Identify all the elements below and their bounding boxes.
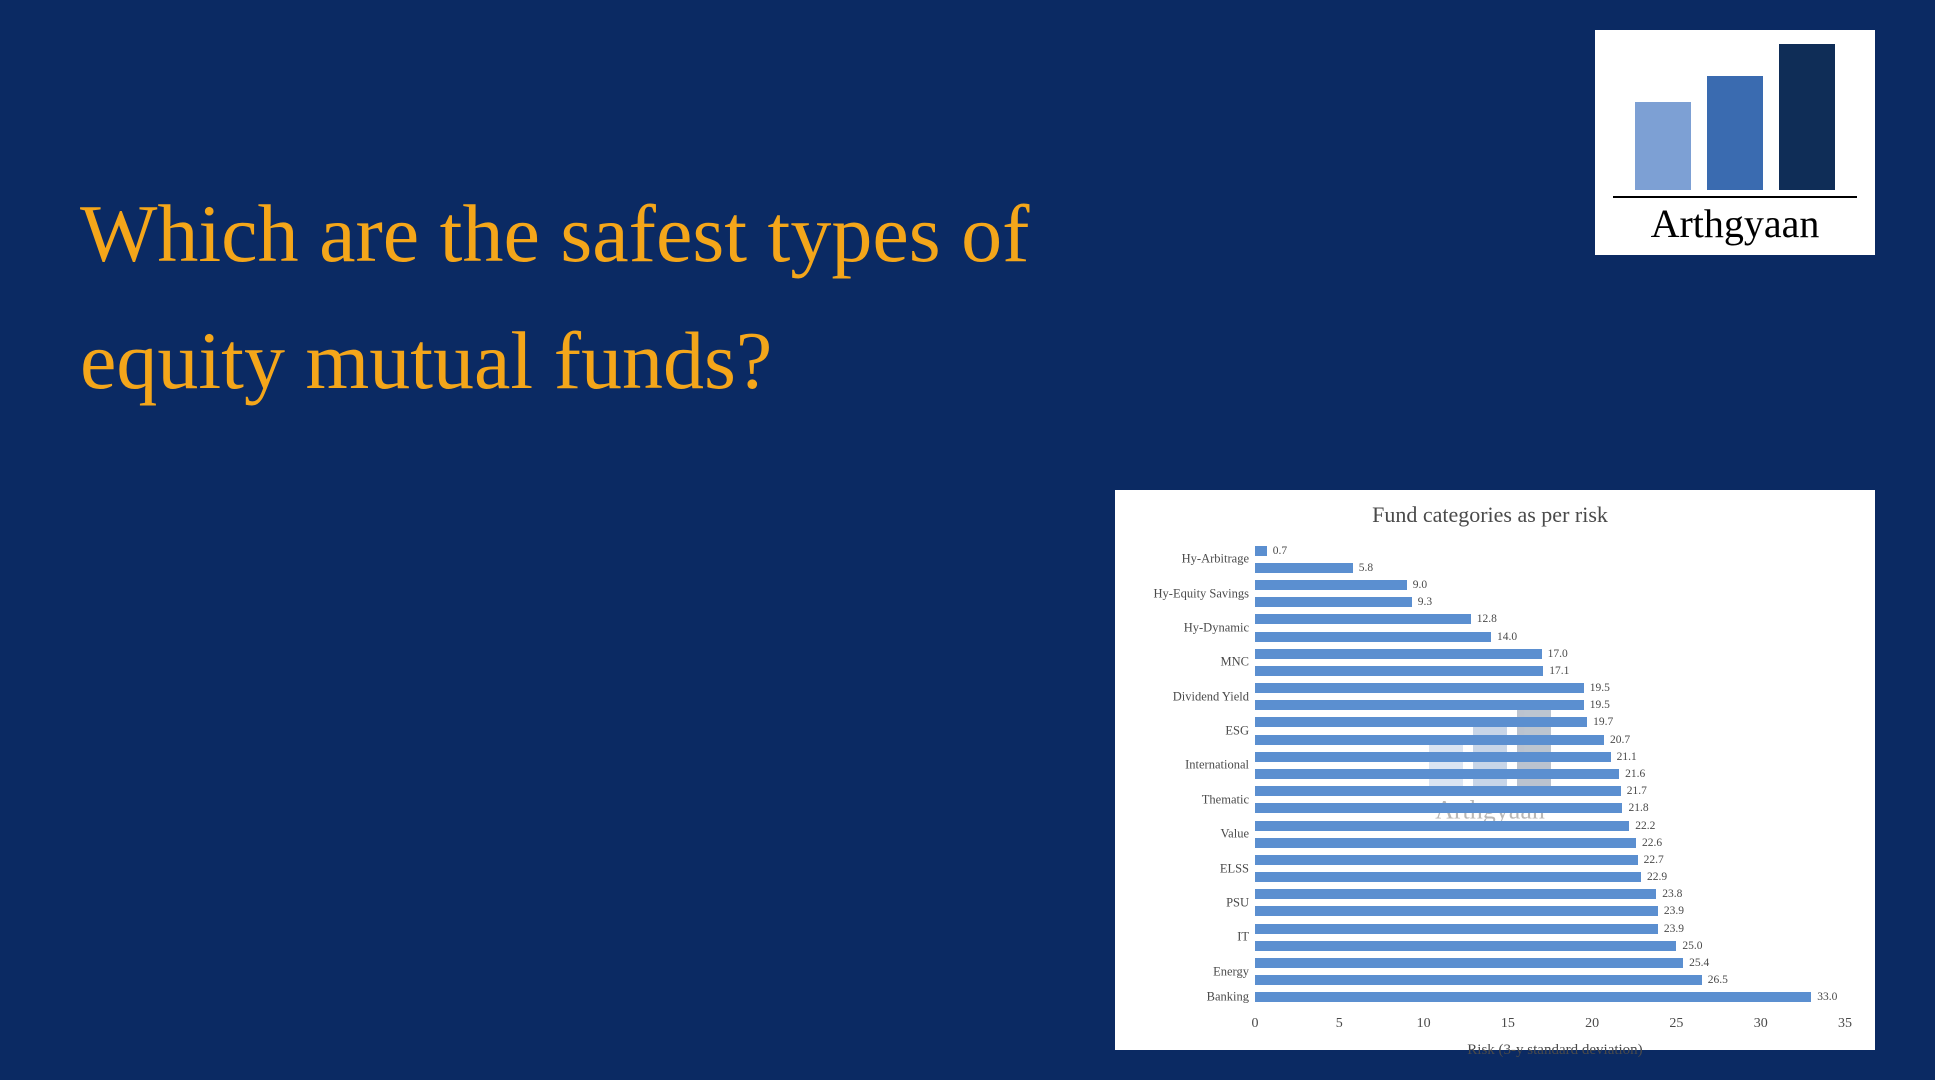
y-axis-label: Thematic <box>1202 792 1249 807</box>
x-axis-tick: 20 <box>1585 1016 1599 1032</box>
bar-value-label: 21.6 <box>1625 768 1645 780</box>
chart-bar <box>1255 821 1629 831</box>
bar-value-label: 14.0 <box>1497 631 1517 643</box>
chart-bar <box>1255 580 1407 590</box>
y-axis-label: Hy-Equity Savings <box>1154 586 1249 601</box>
bar-value-label: 21.1 <box>1617 751 1637 763</box>
chart-plot-area: Arthgyaan Hy-ArbitrageHy-Equity SavingsH… <box>1125 534 1855 1014</box>
x-axis-label: Risk (3-y standard deviation) <box>1255 1042 1855 1059</box>
x-axis-tick: 5 <box>1336 1016 1343 1032</box>
bar-value-label: 0.7 <box>1273 545 1287 557</box>
logo-bar <box>1635 102 1691 190</box>
chart-bar <box>1255 563 1353 573</box>
chart-bar <box>1255 717 1587 727</box>
page-title: Which are the safest types of equity mut… <box>80 170 1130 424</box>
bar-value-label: 19.5 <box>1590 682 1610 694</box>
chart-bar <box>1255 872 1641 882</box>
x-axis-tick: 35 <box>1838 1016 1852 1032</box>
bar-value-label: 17.1 <box>1549 665 1569 677</box>
chart-bar <box>1255 632 1491 642</box>
chart-bar <box>1255 924 1658 934</box>
bar-value-label: 9.0 <box>1413 579 1427 591</box>
chart-bar <box>1255 683 1584 693</box>
y-axis-label: ELSS <box>1220 861 1249 876</box>
bar-value-label: 25.4 <box>1689 957 1709 969</box>
x-axis-tick: 15 <box>1501 1016 1515 1032</box>
y-axis-label: International <box>1185 758 1249 773</box>
chart-bar <box>1255 992 1811 1002</box>
bar-value-label: 23.8 <box>1662 888 1682 900</box>
bar-value-label: 21.8 <box>1628 802 1648 814</box>
bar-value-label: 26.5 <box>1708 974 1728 986</box>
bar-value-label: 19.5 <box>1590 699 1610 711</box>
chart-bar <box>1255 666 1543 676</box>
y-axis-labels: Hy-Arbitrage Hy-Equity Savings Hy-Dynamic M… <box>1125 534 1255 1014</box>
bar-value-label: 22.2 <box>1635 820 1655 832</box>
chart-bar <box>1255 700 1584 710</box>
bar-value-label: 9.3 <box>1418 596 1432 608</box>
chart-bar <box>1255 769 1619 779</box>
y-axis-label: ESG <box>1225 724 1249 739</box>
y-axis-label: Banking <box>1207 990 1249 1005</box>
bar-value-label: 12.8 <box>1477 613 1497 625</box>
chart-bar <box>1255 597 1412 607</box>
x-axis-tick: 30 <box>1754 1016 1768 1032</box>
bar-value-label: 22.6 <box>1642 837 1662 849</box>
logo-bars <box>1635 44 1835 190</box>
risk-chart: Fund categories as per risk Arthgyaan Hy… <box>1115 490 1875 1050</box>
bar-value-label: 5.8 <box>1359 562 1373 574</box>
chart-bar <box>1255 735 1604 745</box>
y-axis-label: MNC <box>1221 655 1249 670</box>
bar-value-label: 22.9 <box>1647 871 1667 883</box>
x-axis-tick: 0 <box>1252 1016 1259 1032</box>
bars-area: 0.7 5.8 9.0 9.3 12.814.0 17.0 17.1 19.5 19.5 19.7… <box>1255 534 1845 1014</box>
chart-bar <box>1255 958 1683 968</box>
chart-bar <box>1255 855 1638 865</box>
x-axis-tick: 25 <box>1669 1016 1683 1032</box>
chart-bar <box>1255 906 1658 916</box>
chart-bar <box>1255 803 1622 813</box>
x-axis: 05101520253035 <box>1255 1014 1845 1044</box>
bar-value-label: 20.7 <box>1610 734 1630 746</box>
y-axis-label: IT <box>1237 930 1249 945</box>
y-axis-label: Hy-Arbitrage <box>1182 552 1249 567</box>
logo-bar <box>1779 44 1835 190</box>
x-axis-tick: 10 <box>1417 1016 1431 1032</box>
y-axis-label: Hy-Dynamic <box>1184 620 1249 635</box>
chart-bar <box>1255 614 1471 624</box>
logo-bar <box>1707 76 1763 190</box>
y-axis-label: Energy <box>1213 964 1249 979</box>
bar-value-label: 23.9 <box>1664 905 1684 917</box>
chart-bar <box>1255 889 1656 899</box>
bar-value-label: 33.0 <box>1817 991 1837 1003</box>
bar-value-label: 19.7 <box>1593 716 1613 728</box>
chart-bar <box>1255 546 1267 556</box>
logo-text: Arthgyaan <box>1613 196 1857 247</box>
chart-bar <box>1255 838 1636 848</box>
bar-value-label: 22.7 <box>1644 854 1664 866</box>
chart-bar <box>1255 649 1542 659</box>
y-axis-label: PSU <box>1226 895 1249 910</box>
bar-value-label: 23.9 <box>1664 923 1684 935</box>
chart-bar <box>1255 786 1621 796</box>
bar-value-label: 25.0 <box>1682 940 1702 952</box>
bar-value-label: 17.0 <box>1548 648 1568 660</box>
brand-logo: Arthgyaan <box>1595 30 1875 255</box>
y-axis-label: Dividend Yield <box>1173 689 1249 704</box>
y-axis-label: Value <box>1221 827 1249 842</box>
chart-bar <box>1255 975 1702 985</box>
bar-value-label: 21.7 <box>1627 785 1647 797</box>
chart-bar <box>1255 941 1676 951</box>
chart-title: Fund categories as per risk <box>1125 502 1855 528</box>
chart-bar <box>1255 752 1611 762</box>
